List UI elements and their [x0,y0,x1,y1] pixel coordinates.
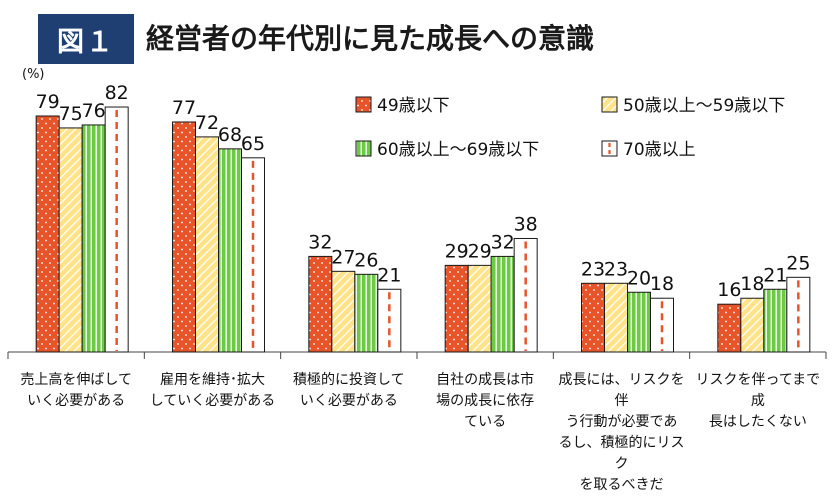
data-label-s3-c3: 26 [354,249,378,271]
figure-number-badge: 図１ [38,14,134,64]
legend-label-1: 49歳以下 [377,96,450,116]
bar-s2-c3 [331,270,356,353]
data-label-s4-c4: 38 [514,213,538,235]
legend-swatch-4 [601,140,618,157]
bar-s3-c2 [218,148,242,353]
category-label-6: リスクを伴ってまで成長はしたくない [689,370,827,433]
legend-label-2: 50歳以上～59歳以下 [623,96,785,116]
bar-s1-c1 [35,115,60,353]
category-label-4: 自社の成長は市 場の成長に依存 ている [416,370,554,433]
bar-s1-c3 [308,255,333,353]
bar-s2-c5 [604,282,628,353]
category-label-line: う行動が必要であ [565,414,678,430]
data-label-s2-c2: 72 [195,112,219,134]
category-label-1: 売上高を伸ばして いく必要がある [7,370,145,412]
data-label-s2-c4: 29 [468,240,492,262]
category-label-3: 積極的に投資して いく必要がある [280,370,418,412]
category-label-line: 成長には、リスクを伴 [558,372,685,409]
category-label-line: るし、積極的にリスク [558,435,685,472]
data-label-s4-c1: 82 [105,82,129,104]
data-label-s2-c6: 18 [740,273,764,295]
data-label-s2-c5: 23 [604,258,628,280]
data-label-s1-c1: 79 [36,91,60,113]
bar-s2-c4 [467,264,492,353]
category-label-line: 積極的に投資して [293,372,405,388]
data-label-s3-c5: 20 [627,267,651,289]
data-label-s4-c6: 25 [786,252,810,274]
data-label-s3-c6: 21 [763,264,787,286]
category-label-line: を取るべきだ [579,477,664,493]
bar-s2-c6 [740,297,765,353]
category-label-line: 長はしたくない [708,414,807,430]
figure: 図１ 経営者の年代別に見た成長への意識 (%) 79 75 76 82 77 72 68 65 3… [7,14,827,493]
bar-s2-c1 [58,127,83,353]
category-label-2: 雇用を維持･拡大 していく必要がある [144,370,282,412]
data-label-s4-c3: 21 [377,264,401,286]
legend-label-4: 70歳以上 [623,140,696,160]
category-label-line: いく必要がある [27,393,126,409]
legend-swatch-3 [355,140,372,157]
data-label-s1-c2: 77 [172,97,196,119]
data-label-s3-c4: 32 [491,231,515,253]
data-label-s4-c5: 18 [650,273,674,295]
category-label-line: 売上高を伸ばして [20,372,132,388]
data-label-s2-c1: 75 [59,103,83,125]
y-axis-unit-label: (%) [22,67,45,82]
bar-s3-c4 [490,255,515,353]
data-label-s3-c2: 68 [218,124,242,146]
bar-s1-c2 [172,121,196,353]
category-label-line: 雇用を維持･拡大 [160,372,265,388]
figure-title: 経営者の年代別に見た成長への意識 [146,22,595,55]
bar-s3-c3 [354,273,379,353]
legend-label-3: 60歳以上～69歳以下 [377,140,539,160]
bar-s3-c5 [627,291,651,353]
category-label-line: いく必要がある [299,393,398,409]
bar-chart: (%)7975768277726865322726212929323823232… [7,67,827,359]
legend-swatch-2 [601,96,618,113]
data-label-s3-c1: 76 [82,100,106,122]
category-label-line: していく必要がある [149,393,276,409]
category-label-line: ている [464,414,507,430]
bar-s1-c6 [717,303,742,353]
data-label-s1-c5: 23 [581,258,605,280]
bar-s4-c6 [786,276,811,353]
category-label-5: 成長には、リスクを伴う行動が必要であるし、積極的にリスクを取るべきだ [553,370,691,496]
category-label-line: 場の成長に依存 [436,393,535,409]
bar-s4-c1 [104,106,129,353]
data-label-s1-c3: 32 [308,231,332,253]
category-label-line: リスクを伴ってまで成 [695,372,821,409]
bar-s1-c4 [444,264,469,353]
bar-s4-c5 [650,297,674,353]
bar-s4-c2 [241,157,265,353]
data-label-s4-c2: 65 [241,133,265,155]
bar-s1-c5 [581,282,605,353]
bar-s3-c6 [763,288,788,353]
bar-s3-c1 [81,124,106,353]
data-label-s1-c4: 29 [445,240,469,262]
bar-s2-c2 [195,136,219,353]
legend-swatch-1 [355,96,372,113]
category-label-line: 自社の成長は市 [436,372,535,388]
data-label-s2-c3: 27 [331,246,355,268]
data-label-s1-c6: 16 [717,279,741,301]
